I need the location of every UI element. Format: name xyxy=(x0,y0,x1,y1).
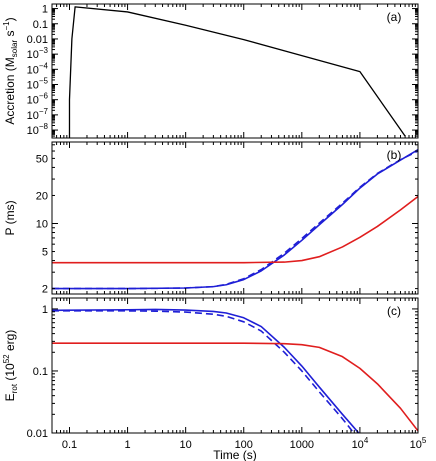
tick-exponent: −4 xyxy=(39,61,49,70)
tick-exponent: 5 xyxy=(422,436,427,445)
tick-exponent: 4 xyxy=(364,436,369,445)
x-tick-label: 10 xyxy=(180,439,192,451)
panel-c: 10.10.010.1 1 10 100 1000 104 105(c)Erot (1052… xyxy=(2,297,427,461)
ylabel-subscript: solar xyxy=(10,40,19,58)
y-axis-label: Accretion (Msolar s−1) xyxy=(2,17,19,124)
tick-base: 10 xyxy=(352,439,364,451)
series-line-3 xyxy=(52,342,418,432)
y-tick-label: 1 xyxy=(42,304,48,316)
x-tick-label: 1 xyxy=(125,439,131,451)
tick-exponent: −5 xyxy=(39,77,49,86)
ylabel-text: Accretion (M xyxy=(3,57,17,124)
x-tick-label: 100 xyxy=(235,439,253,451)
ylabel-subscript: rot xyxy=(10,383,19,393)
series-line-1 xyxy=(52,149,418,290)
ylabel-superscript: 52 xyxy=(2,354,11,363)
y-tick-label: 2 xyxy=(42,284,48,296)
y-tick-label: 1 xyxy=(42,4,48,16)
ylabel-superscript: −1 xyxy=(2,21,11,31)
x-axis-label: Time (s) xyxy=(213,448,257,461)
x-tick-label: 104 xyxy=(352,436,369,451)
series-line-2 xyxy=(52,150,418,290)
plot-frame xyxy=(51,141,419,295)
tick-exponent: −8 xyxy=(39,122,49,131)
x-tick-label: 1000 xyxy=(290,439,314,451)
tick-base: 10 xyxy=(410,439,422,451)
panel-a: 10.10.0110−310−410−510−610−710−8(a)Accre… xyxy=(2,3,419,139)
x-tick-label: 0.1 xyxy=(62,439,77,451)
y-tick-label: 0.1 xyxy=(33,366,48,378)
panel-label: (c) xyxy=(387,304,401,318)
x-tick-label: 105 xyxy=(410,436,427,451)
y-tick-label: 10−7 xyxy=(27,107,49,122)
y-tick-label: 10 xyxy=(36,218,48,230)
y-tick-label: 50 xyxy=(36,153,48,165)
ylabel-text: ) xyxy=(3,17,17,21)
y-tick-label: 0.01 xyxy=(27,428,48,440)
y-tick-label: 10−5 xyxy=(27,77,49,92)
series-line-1 xyxy=(68,6,406,138)
ylabel-text: (10 xyxy=(3,363,17,384)
tick-exponent: −7 xyxy=(39,107,49,116)
y-tick-label: 5 xyxy=(42,247,48,259)
y-axis-label: P (ms) xyxy=(3,200,17,235)
series-line-2 xyxy=(52,310,355,433)
tick-base: 10 xyxy=(27,95,39,107)
ylabel-text: s xyxy=(3,31,17,40)
y-tick-label: 10−8 xyxy=(27,122,49,137)
y-tick-label: 10−3 xyxy=(27,46,49,61)
tick-exponent: −3 xyxy=(39,46,49,55)
tick-exponent: −6 xyxy=(39,92,49,101)
y-tick-label: 10−4 xyxy=(27,61,49,76)
tick-base: 10 xyxy=(27,49,39,61)
series-line-1 xyxy=(52,308,360,433)
plot-frame xyxy=(51,3,419,139)
y-tick-label: 0.01 xyxy=(27,34,48,46)
plot-frame xyxy=(51,297,419,434)
panel-b: 2 5 10 20 50 (b) P (ms) xyxy=(3,141,419,296)
tick-base: 10 xyxy=(27,125,39,137)
ylabel-text: erg) xyxy=(3,330,17,355)
panel-label: (a) xyxy=(387,10,402,24)
tick-base: 10 xyxy=(27,64,39,76)
y-tick-label: 10−6 xyxy=(27,92,49,107)
ylabel-text: E xyxy=(3,393,17,401)
y-tick-label: 0.1 xyxy=(33,19,48,31)
y-tick-label: 20 xyxy=(36,190,48,202)
y-axis-label: Erot (1052 erg) xyxy=(2,330,19,402)
series-line-3 xyxy=(52,195,418,264)
tick-base: 10 xyxy=(27,110,39,122)
ylabel-text: P (ms) xyxy=(3,200,17,235)
tick-base: 10 xyxy=(27,80,39,92)
panel-label: (b) xyxy=(387,148,402,162)
